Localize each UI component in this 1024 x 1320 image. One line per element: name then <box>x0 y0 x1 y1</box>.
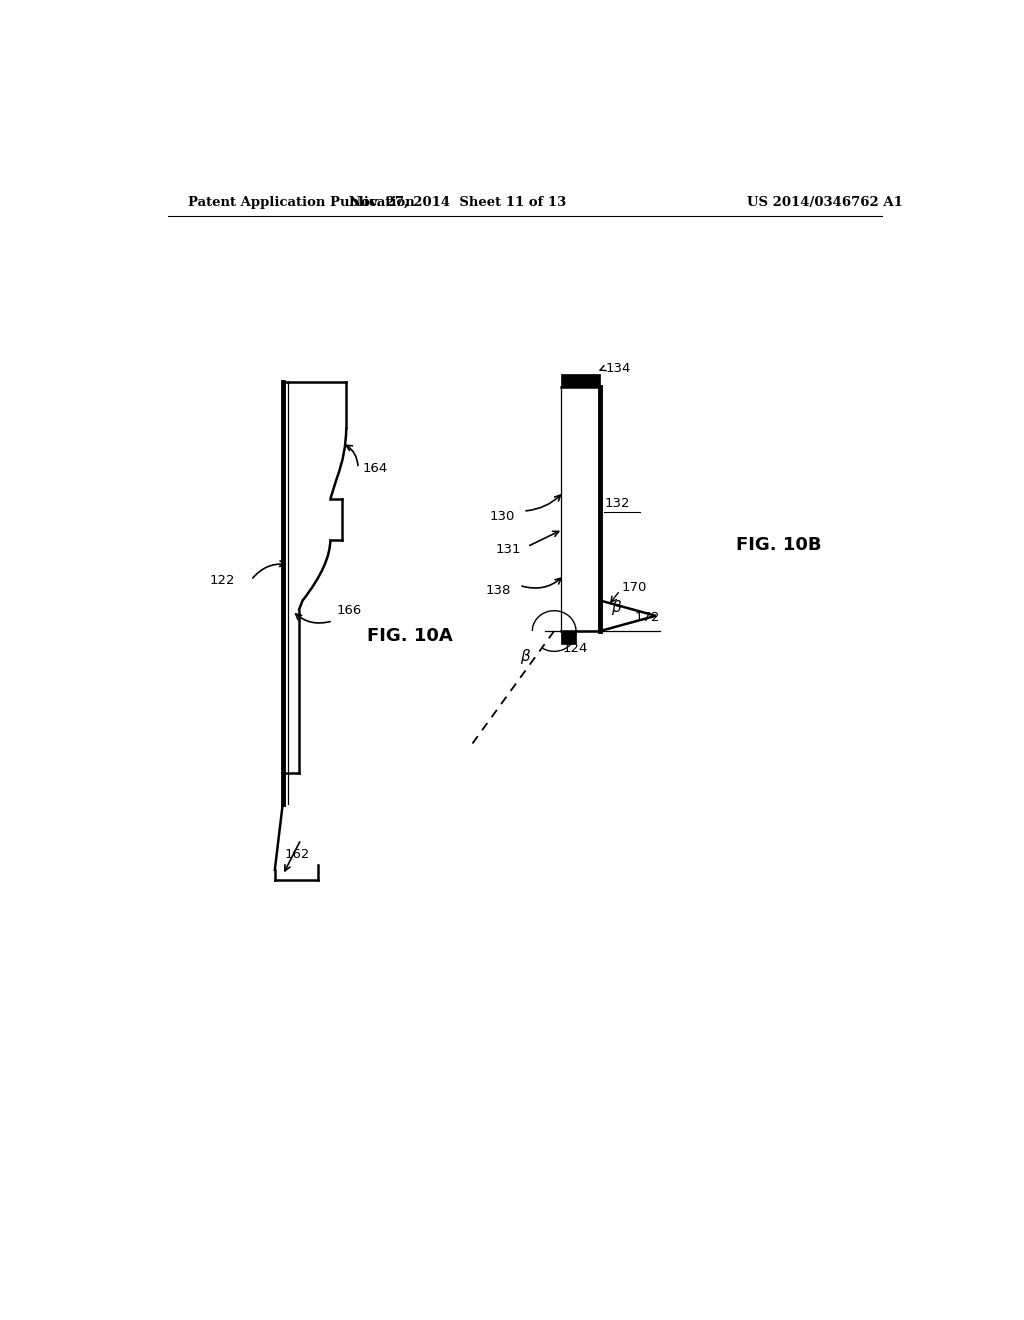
Text: 130: 130 <box>489 510 515 523</box>
Text: 164: 164 <box>362 462 387 475</box>
Text: FIG. 10A: FIG. 10A <box>367 627 453 645</box>
Polygon shape <box>561 374 600 387</box>
Text: 132: 132 <box>604 498 630 511</box>
Text: β: β <box>520 649 529 664</box>
Text: 166: 166 <box>337 605 361 618</box>
Text: Nov. 27, 2014  Sheet 11 of 13: Nov. 27, 2014 Sheet 11 of 13 <box>349 195 566 209</box>
Text: US 2014/0346762 A1: US 2014/0346762 A1 <box>748 195 903 209</box>
Polygon shape <box>600 601 655 631</box>
Text: 162: 162 <box>285 849 309 861</box>
Text: β: β <box>611 601 621 615</box>
Text: 122: 122 <box>210 574 236 586</box>
Text: 172: 172 <box>634 611 659 624</box>
Text: 131: 131 <box>496 544 521 556</box>
Polygon shape <box>561 631 577 644</box>
Text: Patent Application Publication: Patent Application Publication <box>187 195 415 209</box>
Text: FIG. 10B: FIG. 10B <box>736 536 821 553</box>
Text: 170: 170 <box>622 581 647 594</box>
Text: 124: 124 <box>563 642 588 655</box>
Text: 134: 134 <box>606 362 631 375</box>
Text: 138: 138 <box>486 583 511 597</box>
